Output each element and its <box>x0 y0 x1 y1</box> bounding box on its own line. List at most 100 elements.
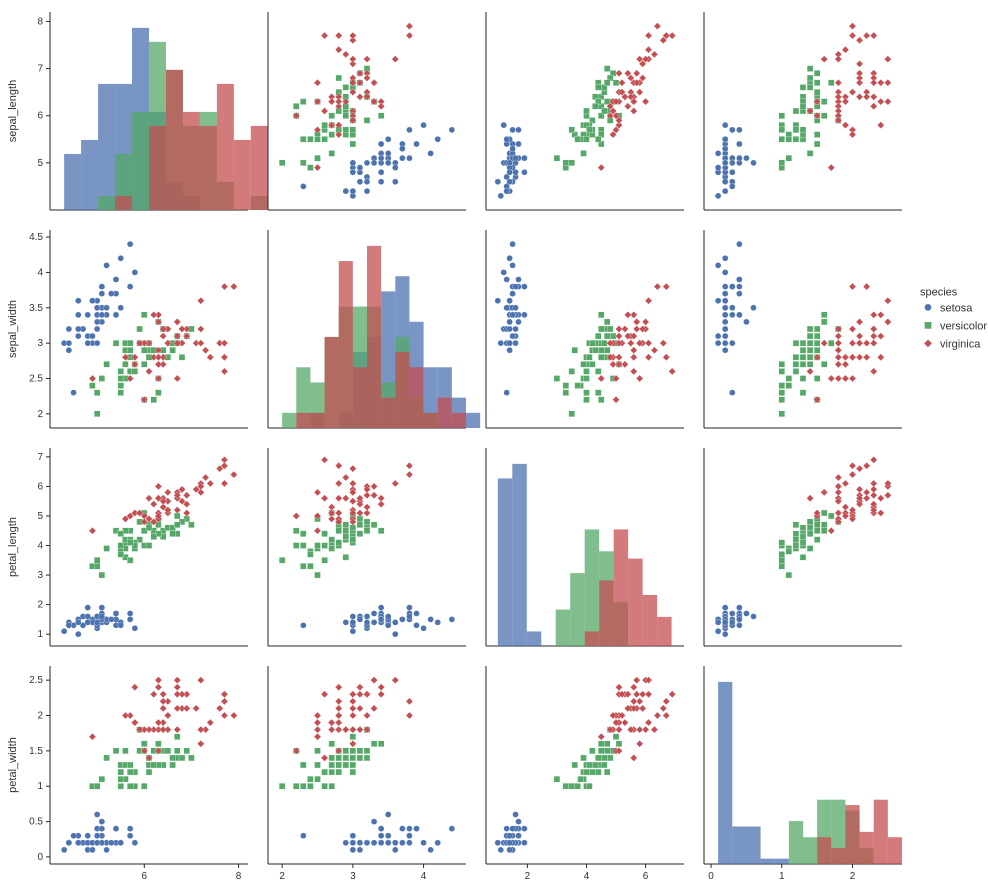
point-setosa <box>513 155 519 161</box>
point-virginica <box>342 474 349 481</box>
point-setosa <box>414 610 420 616</box>
point-setosa <box>385 622 391 628</box>
point-virginica <box>174 691 181 698</box>
point-setosa <box>85 312 91 318</box>
point-versicolor <box>595 755 601 761</box>
point-virginica <box>654 283 661 290</box>
point-virginica <box>150 501 157 508</box>
point-versicolor <box>779 127 785 133</box>
point-setosa <box>435 840 441 846</box>
point-setosa <box>75 326 81 332</box>
point-versicolor <box>807 150 813 156</box>
point-setosa <box>104 847 110 853</box>
point-virginica <box>174 677 181 684</box>
point-virginica <box>155 354 162 361</box>
point-setosa <box>371 819 377 825</box>
point-virginica <box>877 98 884 105</box>
point-setosa <box>736 277 742 283</box>
point-setosa <box>99 284 105 290</box>
point-virginica <box>349 712 356 719</box>
point-virginica <box>807 368 814 375</box>
point-virginica <box>849 462 856 469</box>
point-setosa <box>357 840 363 846</box>
point-versicolor <box>800 376 806 382</box>
point-virginica <box>651 347 658 354</box>
point-virginica <box>842 46 849 53</box>
point-virginica <box>230 471 237 478</box>
point-setosa <box>371 160 377 166</box>
point-versicolor <box>563 160 569 166</box>
hist-bar-virginica <box>860 832 874 864</box>
point-versicolor <box>188 522 194 528</box>
point-versicolor <box>779 383 785 389</box>
hist-bar-virginica <box>628 559 642 646</box>
cell-sepal_length-sepal_width <box>268 12 466 210</box>
point-versicolor <box>569 368 575 374</box>
point-virginica <box>849 354 856 361</box>
point-versicolor <box>793 354 799 360</box>
point-versicolor <box>179 354 185 360</box>
point-virginica <box>160 705 167 712</box>
hist-bar-virginica <box>200 126 217 210</box>
point-virginica <box>356 510 363 517</box>
point-virginica <box>314 79 321 86</box>
point-versicolor <box>300 160 306 166</box>
point-setosa <box>406 826 412 832</box>
point-versicolor <box>779 160 785 166</box>
point-virginica <box>335 495 342 502</box>
point-versicolor <box>364 528 370 534</box>
point-setosa <box>715 262 721 268</box>
point-virginica <box>863 354 870 361</box>
point-versicolor <box>807 545 813 551</box>
point-setosa <box>513 326 519 332</box>
point-versicolor <box>821 528 827 534</box>
point-setosa <box>357 165 363 171</box>
point-virginica <box>197 340 204 347</box>
point-virginica <box>598 164 605 171</box>
point-versicolor <box>174 748 180 754</box>
point-virginica <box>314 164 321 171</box>
point-setosa <box>364 619 370 625</box>
point-versicolor <box>322 769 328 775</box>
point-versicolor <box>828 513 834 519</box>
point-setosa <box>392 165 398 171</box>
point-versicolor <box>350 748 356 754</box>
point-setosa <box>722 305 728 311</box>
hist-bar-virginica <box>452 413 466 428</box>
point-virginica <box>406 23 413 30</box>
hist-bar-setosa <box>732 826 746 864</box>
point-versicolor <box>113 748 119 754</box>
point-virginica <box>183 705 190 712</box>
hist-bar-setosa <box>746 826 760 864</box>
legend-marker-setosa <box>925 304 932 311</box>
point-virginica <box>615 333 622 340</box>
point-versicolor <box>779 563 785 569</box>
hist-bar-virginica <box>381 398 395 428</box>
point-virginica <box>856 70 863 77</box>
point-versicolor <box>118 783 124 789</box>
point-versicolor <box>357 748 363 754</box>
point-virginica <box>849 283 856 290</box>
point-virginica <box>856 340 863 347</box>
point-versicolor <box>563 390 569 396</box>
point-virginica <box>356 684 363 691</box>
point-setosa <box>729 183 735 189</box>
point-setosa <box>421 625 427 631</box>
point-virginica <box>630 684 637 691</box>
point-virginica <box>193 705 200 712</box>
point-virginica <box>221 340 228 347</box>
point-versicolor <box>786 136 792 142</box>
x-tick-label: 2 <box>279 871 285 882</box>
y-tick-label: 2.5 <box>29 675 43 686</box>
cell-petal_width-petal_length: 246petal_length <box>486 666 684 886</box>
point-setosa <box>516 833 522 839</box>
point-virginica <box>406 462 413 469</box>
point-virginica <box>89 733 96 740</box>
legend-item-virginica: virginica <box>924 338 981 350</box>
point-versicolor <box>575 136 581 142</box>
point-setosa <box>722 312 728 318</box>
point-setosa <box>89 847 95 853</box>
point-versicolor <box>814 522 820 528</box>
point-setosa <box>507 347 513 353</box>
point-virginica <box>615 354 622 361</box>
